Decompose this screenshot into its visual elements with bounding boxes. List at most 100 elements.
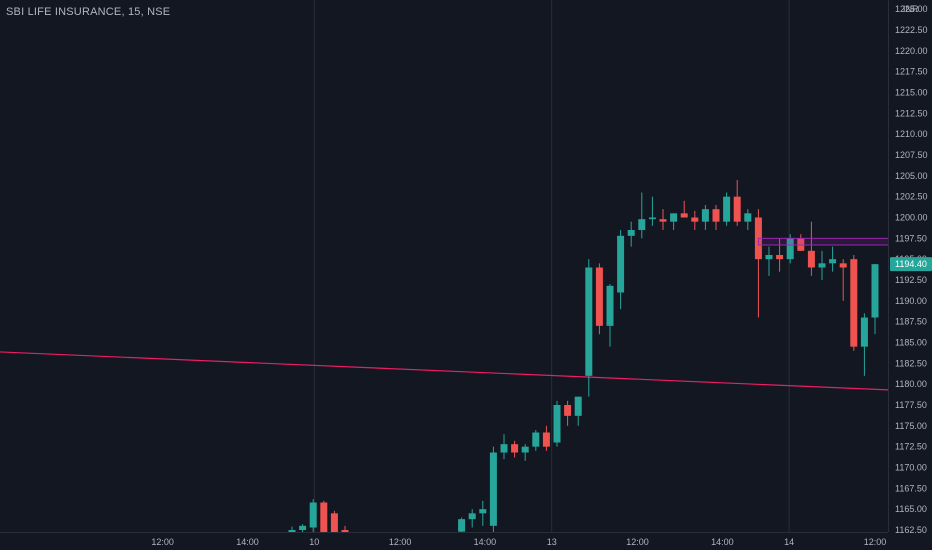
currency-label: INR	[903, 4, 919, 14]
candle-body	[585, 267, 593, 376]
candle-body	[638, 219, 646, 230]
candle[interactable]	[723, 192, 731, 226]
candle[interactable]	[500, 434, 508, 460]
candle-body	[309, 502, 317, 528]
candle[interactable]	[341, 525, 349, 539]
last-price-badge	[890, 257, 932, 272]
candle[interactable]	[871, 264, 879, 335]
candle[interactable]	[309, 499, 317, 538]
candle[interactable]	[691, 210, 699, 230]
last-price-label: 1194.40	[895, 259, 927, 269]
candle-body	[489, 452, 497, 526]
candle-body	[511, 444, 519, 453]
y-tick-label: 1197.50	[895, 233, 927, 243]
candle[interactable]	[553, 400, 561, 447]
candle[interactable]	[617, 230, 625, 310]
candle[interactable]	[468, 509, 476, 528]
candle[interactable]	[701, 205, 709, 230]
x-tick-label: 13	[547, 537, 557, 547]
y-tick-label: 1190.00	[895, 296, 927, 306]
y-tick-label: 1170.00	[895, 463, 927, 473]
candle[interactable]	[458, 517, 466, 539]
candle-body	[723, 196, 731, 222]
candle-body	[860, 317, 868, 347]
x-tick-label: 12:00	[864, 537, 887, 547]
candle[interactable]	[850, 255, 858, 351]
candle-body	[288, 530, 296, 532]
candle[interactable]	[776, 238, 784, 272]
candle[interactable]	[330, 510, 338, 538]
candle[interactable]	[744, 209, 752, 230]
y-tick-label: 1205.00	[895, 171, 928, 181]
candle-body	[627, 230, 635, 236]
candle[interactable]	[627, 221, 635, 247]
chart-title: SBI LIFE INSURANCE, 15, NSE	[6, 6, 171, 18]
candle-body	[330, 513, 338, 532]
candle[interactable]	[511, 440, 519, 458]
x-tick-label: 14:00	[711, 537, 734, 547]
candle[interactable]	[754, 209, 762, 318]
x-tick-label: 14:00	[474, 537, 497, 547]
candle-body	[606, 285, 614, 326]
candle[interactable]	[320, 500, 328, 538]
candle[interactable]	[479, 500, 487, 526]
resistance-zone-rectangle[interactable]	[757, 237, 932, 246]
candle-body	[542, 432, 550, 447]
y-tick-label: 1225.00	[895, 4, 928, 14]
y-tick-label: 1180.00	[895, 379, 927, 389]
candle[interactable]	[712, 205, 720, 230]
candle[interactable]	[532, 430, 540, 451]
x-tick-label: 10	[309, 537, 319, 547]
candle[interactable]	[489, 446, 497, 535]
candle[interactable]	[564, 400, 572, 426]
candle[interactable]	[786, 234, 794, 264]
y-tick-label: 1202.50	[895, 192, 928, 202]
candle-body	[839, 263, 847, 268]
candle[interactable]	[670, 213, 678, 230]
y-tick-label: 1222.50	[895, 25, 928, 35]
candle[interactable]	[574, 396, 582, 426]
candle[interactable]	[765, 246, 773, 276]
candle[interactable]	[659, 209, 667, 230]
trendline[interactable]	[0, 351, 932, 393]
candle-body	[553, 405, 561, 443]
candle-body	[818, 263, 826, 268]
candle-body	[320, 502, 328, 532]
y-tick-label: 1165.00	[895, 504, 927, 514]
candle[interactable]	[606, 284, 614, 347]
candle[interactable]	[288, 526, 296, 539]
candle[interactable]	[818, 250, 826, 280]
candle[interactable]	[860, 313, 868, 376]
candle[interactable]	[638, 192, 646, 239]
candle[interactable]	[299, 524, 307, 538]
candle-body	[765, 255, 773, 260]
y-tick-label: 1162.50	[895, 525, 927, 535]
candle[interactable]	[839, 259, 847, 301]
x-tick-label: 14:00	[236, 537, 259, 547]
candle[interactable]	[585, 259, 593, 397]
candle[interactable]	[807, 221, 815, 276]
candle[interactable]	[733, 180, 741, 226]
y-tick-label: 1207.50	[895, 150, 928, 160]
candle[interactable]	[521, 444, 529, 461]
y-tick-label: 1185.00	[895, 338, 927, 348]
x-tick-label: 12:00	[151, 537, 174, 547]
y-tick-label: 1177.50	[895, 400, 927, 410]
candle-body	[871, 264, 879, 318]
y-tick-label: 1217.50	[895, 67, 928, 77]
candle-body	[299, 525, 307, 530]
candle[interactable]	[595, 263, 603, 335]
candle[interactable]	[648, 196, 656, 226]
candle-body	[733, 196, 741, 222]
candle[interactable]	[829, 246, 837, 272]
candle-body	[691, 217, 699, 222]
candle-body	[680, 213, 688, 218]
candle[interactable]	[680, 200, 688, 218]
y-tick-label: 1215.00	[895, 88, 928, 98]
candle-body	[595, 267, 603, 326]
candle[interactable]	[542, 425, 550, 451]
candle-body	[786, 238, 794, 260]
candle-body	[829, 259, 837, 264]
